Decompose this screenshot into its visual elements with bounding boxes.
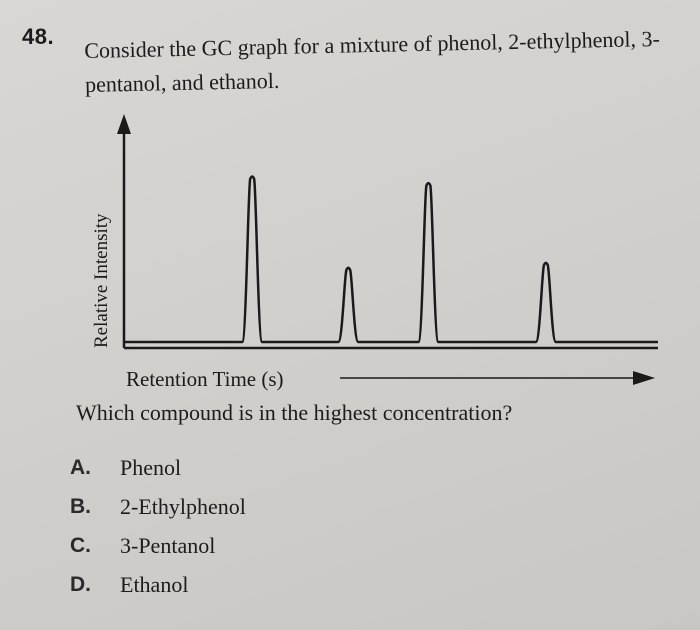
option-text: Ethanol	[120, 571, 189, 597]
x-axis-arrow-icon	[633, 371, 655, 385]
y-axis-arrow-icon	[117, 114, 131, 134]
y-axis-label: Relative Intensity	[91, 213, 112, 348]
option-letter: A.	[70, 455, 91, 479]
option-text: 3-Pentanol	[120, 532, 216, 558]
answer-options: A. Phenol B. 2-Ethylphenol C. 3-Pentanol…	[70, 448, 246, 604]
option-b[interactable]: B. 2-Ethylphenol	[70, 487, 246, 526]
option-letter: C.	[70, 533, 91, 557]
gc-graph: Relative Intensity Retention Time (s)	[80, 108, 670, 398]
option-text: 2-Ethylphenol	[120, 493, 246, 519]
question-stem: Consider the GC graph for a mixture of p…	[84, 25, 661, 97]
chromatogram-trace	[124, 175, 658, 344]
option-c[interactable]: C. 3-Pentanol	[70, 526, 246, 565]
x-axis-label: Retention Time (s)	[126, 367, 284, 391]
gc-chart-svg: Relative Intensity Retention Time (s)	[91, 114, 658, 391]
question-number: 48.	[22, 24, 55, 49]
question-prompt: Which compound is in the highest concent…	[76, 400, 513, 425]
option-a[interactable]: A. Phenol	[70, 448, 246, 487]
option-text: Phenol	[120, 454, 182, 480]
option-letter: B.	[70, 494, 91, 518]
option-letter: D.	[70, 572, 91, 596]
option-d[interactable]: D. Ethanol	[70, 565, 246, 604]
